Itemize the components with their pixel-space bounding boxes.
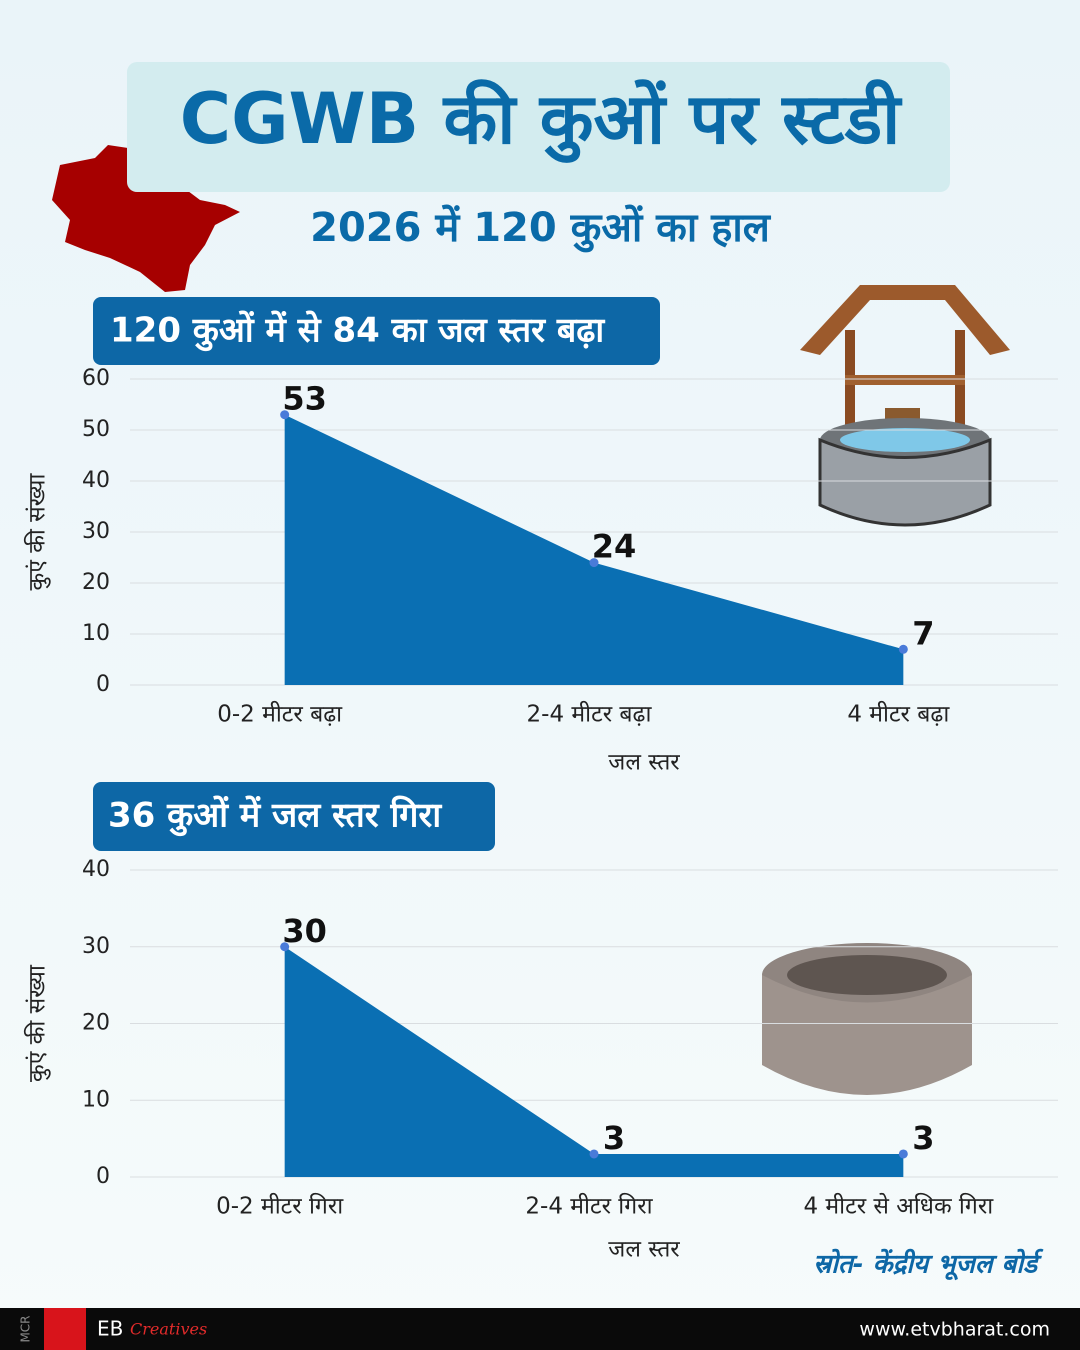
- logo: [44, 1308, 86, 1350]
- x-tick-label: 0-2 मीटर गिरा: [216, 1193, 344, 1220]
- data-label: 7: [912, 614, 934, 652]
- data-label: 24: [592, 528, 637, 566]
- y-tick-label: 60: [82, 366, 110, 391]
- y-axis-label: कुएं की संख्या: [24, 472, 52, 590]
- subtitle: 2026 में 120 कुओं का हाल: [310, 204, 772, 253]
- chart-title-box: [93, 782, 495, 851]
- y-tick-label: 30: [82, 934, 110, 959]
- footer-brand-script: Creatives: [130, 1320, 207, 1339]
- data-point: [898, 1149, 908, 1159]
- y-tick-label: 40: [82, 857, 110, 882]
- y-tick-label: 50: [82, 417, 110, 442]
- data-label: 30: [282, 912, 327, 950]
- y-tick-label: 20: [82, 1011, 110, 1036]
- y-tick-label: 0: [96, 672, 110, 697]
- source: स्रोत- केंद्रीय भूजल बोर्ड: [813, 1249, 1044, 1281]
- x-tick-label: 0-2 मीटर बढ़ा: [217, 701, 343, 728]
- state-map: [52, 145, 240, 292]
- data-point: [280, 410, 290, 420]
- y-axis-label: कुएं की संख्या: [24, 964, 52, 1082]
- data-point: [589, 1149, 599, 1159]
- well-illustration: [800, 285, 1010, 527]
- chart-title: 120 कुओं में से 84 का जल स्तर बढ़ा: [110, 310, 605, 352]
- well-illustration: [762, 943, 972, 1095]
- y-tick-label: 30: [82, 519, 110, 544]
- y-tick-label: 0: [96, 1164, 110, 1189]
- x-tick-label: 4 मीटर बढ़ा: [847, 701, 950, 728]
- footer: [0, 1308, 1080, 1350]
- footer-code: MCR: [19, 1315, 33, 1342]
- footer-brand: EB: [97, 1317, 123, 1341]
- title: CGWB की कुओं पर स्टडी: [180, 78, 903, 163]
- data-point: [280, 942, 290, 952]
- data-label: 53: [282, 380, 327, 418]
- x-axis-label: जल स्तर: [608, 1237, 680, 1263]
- area: [284, 414, 904, 685]
- footer-url: www.etvbharat.com: [859, 1319, 1050, 1341]
- y-tick-label: 20: [82, 570, 110, 595]
- data-point: [589, 558, 599, 568]
- area: [284, 946, 904, 1177]
- title-box: [127, 62, 950, 192]
- chart-title-box: [93, 297, 660, 365]
- data-point: [898, 644, 908, 654]
- y-tick-label: 10: [82, 621, 110, 646]
- y-tick-label: 10: [82, 1087, 110, 1112]
- chart-title: 36 कुओं में जल स्तर गिरा: [108, 795, 442, 837]
- x-tick-label: 2-4 मीटर गिरा: [525, 1193, 653, 1220]
- x-tick-label: 2-4 मीटर बढ़ा: [527, 701, 653, 728]
- x-tick-label: 4 मीटर से अधिक गिरा: [803, 1193, 994, 1220]
- x-axis-label: जल स्तर: [608, 750, 680, 776]
- data-label: 3: [603, 1119, 625, 1157]
- data-label: 3: [912, 1119, 934, 1157]
- y-tick-label: 40: [82, 468, 110, 493]
